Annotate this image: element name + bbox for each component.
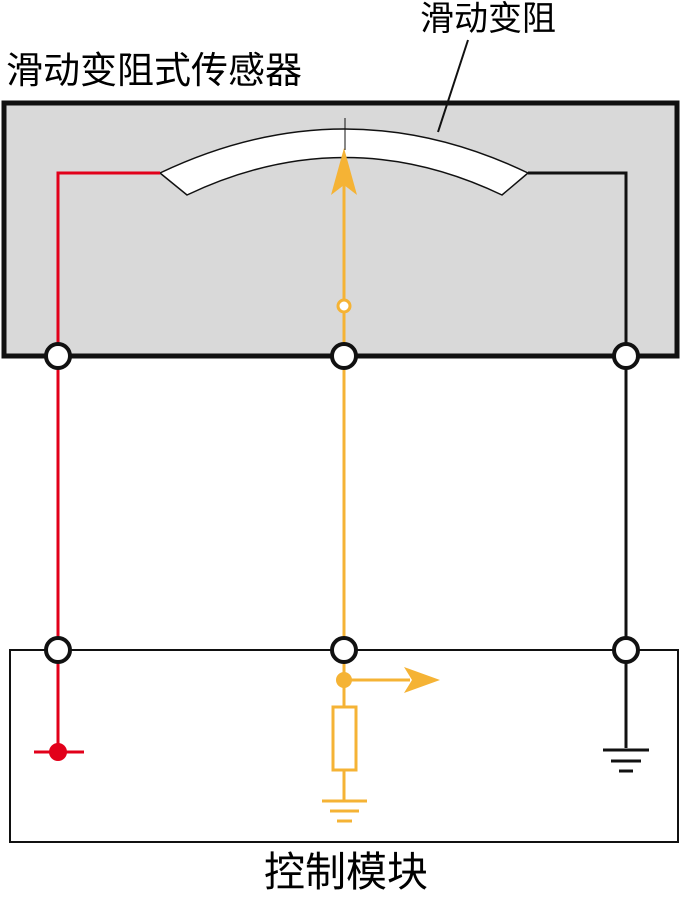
ground-wire — [528, 171, 628, 748]
sensor-title: 滑动变阻式传感器 — [6, 49, 302, 92]
wiper-arrow-icon — [331, 148, 357, 195]
sensor-terminal-center — [330, 342, 358, 370]
resistor-icon — [331, 705, 358, 772]
module-terminal-left — [44, 636, 72, 664]
control-module-title: 控制模块 — [264, 848, 428, 896]
signal-output-arrow-icon — [404, 667, 440, 693]
wiper-pivot — [336, 298, 352, 314]
sensor-terminal-left — [44, 342, 72, 370]
sensor-terminal-right — [612, 342, 640, 370]
rheostat-leader-line — [437, 39, 469, 133]
supply-reference-dot — [49, 743, 67, 761]
ground-symbol-icon — [603, 748, 649, 773]
module-terminal-right — [612, 636, 640, 664]
rheostat-label: 滑动变阻 — [420, 0, 556, 39]
signal-ground-symbol-icon — [322, 799, 367, 823]
module-terminal-center — [330, 636, 358, 664]
resistive-track — [158, 128, 530, 196]
supply-wire — [56, 171, 160, 756]
